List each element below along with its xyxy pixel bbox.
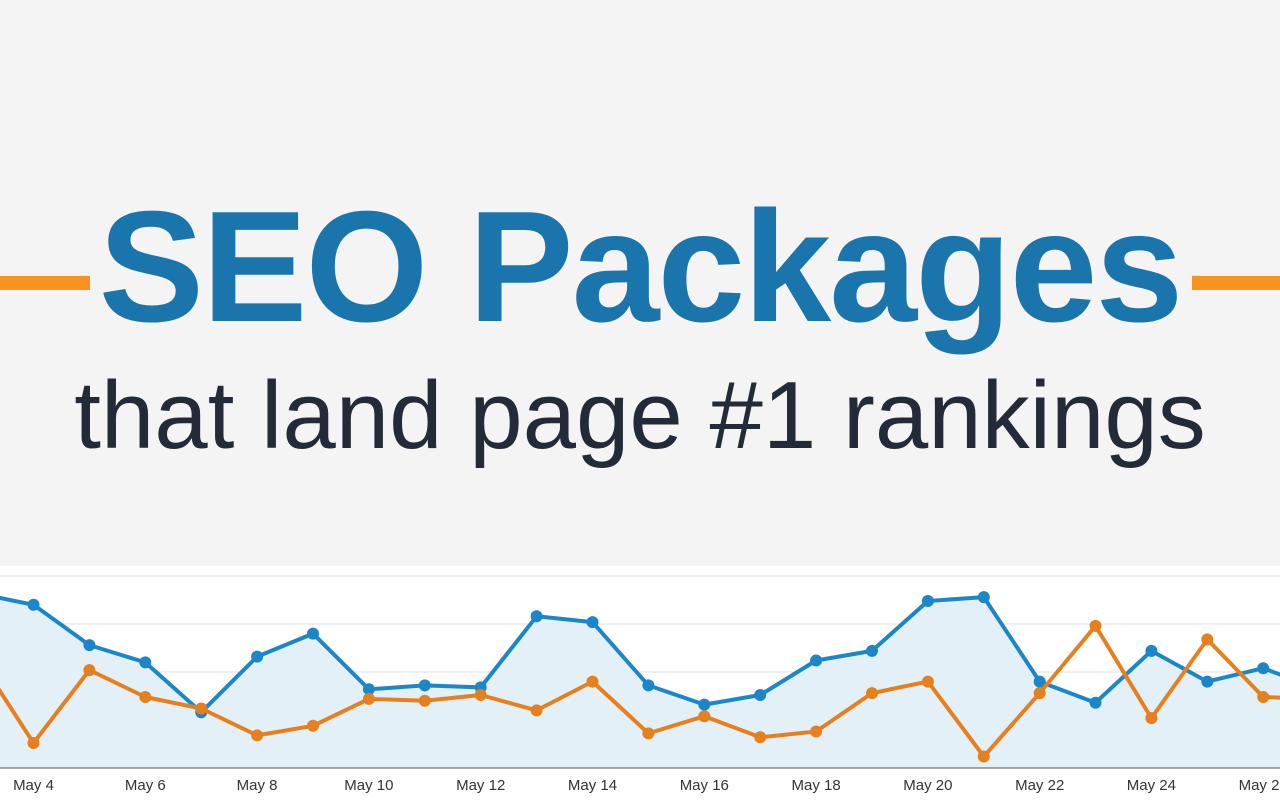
series-0-point-16 [866, 644, 878, 657]
series-0-point-11 [586, 616, 599, 629]
series-1-point-11 [586, 675, 599, 688]
series-1-point-16 [866, 687, 878, 700]
series-1-point-9 [474, 689, 487, 701]
x-tick-label: May 8 [237, 777, 278, 794]
x-tick-label: May 6 [125, 777, 166, 794]
series-1-point-13 [698, 710, 711, 723]
series-0-point-12 [642, 679, 655, 692]
series-1-point-3 [139, 691, 152, 703]
series-0-point-7 [362, 683, 375, 696]
series-1-point-14 [754, 731, 767, 744]
series-0-point-15 [810, 654, 823, 667]
x-tick-label: May 10 [344, 777, 393, 794]
series-0-point-8 [418, 679, 431, 692]
series-0-point-5 [251, 650, 264, 663]
series-1-point-15 [810, 725, 823, 738]
right-accent-rule [1192, 276, 1280, 290]
x-tick-label: May 12 [456, 777, 505, 794]
hero-title: SEO Packages [98, 179, 1184, 355]
series-1-point-1 [27, 737, 40, 749]
series-0-point-2 [83, 639, 96, 652]
series-1-point-18 [977, 750, 990, 763]
ranking-chart: May 4 May 6 May 8 May 10 May 12 May 14 May 16 M… [0, 566, 1280, 800]
series-1-point-12 [642, 727, 655, 740]
series-1-point-22 [1201, 633, 1214, 646]
series-0-area [0, 597, 1280, 768]
left-accent-rule [0, 276, 90, 290]
series-1-point-8 [418, 694, 431, 707]
line-chart-svg: May 4 May 6 May 8 May 10 May 12 May 14 May 16 M… [0, 575, 1280, 794]
series-0-point-14 [754, 689, 767, 701]
x-tick-label: May 18 [791, 777, 840, 794]
series-0-point-13 [698, 698, 711, 711]
series-1-point-2 [83, 664, 96, 677]
series-1-point-4 [195, 702, 208, 715]
x-tick-label: May 24 [1127, 777, 1176, 794]
series-0-point-10 [530, 610, 543, 623]
series-0-point-3 [139, 656, 152, 669]
series-0-point-18 [977, 591, 990, 604]
series-1-point-7 [362, 692, 375, 705]
series-1-point-19 [1033, 687, 1046, 700]
series-0-point-1 [27, 598, 40, 611]
series-0-point-19 [1033, 675, 1046, 688]
series-0-point-22 [1201, 675, 1214, 688]
x-tick-label: May 20 [903, 777, 952, 794]
series-0-point-21 [1145, 644, 1158, 657]
series-1-point-6 [307, 719, 319, 732]
series-1-point-10 [530, 704, 543, 717]
x-tick-label: May 26 [1239, 777, 1280, 794]
series-1-point-20 [1089, 619, 1102, 632]
x-tick-label: May 4 [13, 777, 54, 794]
series-1-point-5 [251, 729, 264, 742]
x-tick-label: May 14 [568, 777, 617, 794]
x-tick-label: May 22 [1015, 777, 1064, 794]
hero-banner: SEO Packages that land page #1 rankings [0, 179, 1280, 469]
hero-subtitle: that land page #1 rankings [74, 362, 1206, 469]
x-tick-label: May 16 [680, 777, 729, 794]
series-0-point-20 [1089, 696, 1102, 709]
series-0-point-6 [307, 627, 319, 640]
series-1-point-23 [1257, 691, 1270, 703]
series-0-point-23 [1257, 662, 1270, 675]
series-1-point-17 [921, 675, 934, 688]
series-1-point-21 [1145, 712, 1158, 725]
series-0-point-17 [921, 595, 934, 607]
